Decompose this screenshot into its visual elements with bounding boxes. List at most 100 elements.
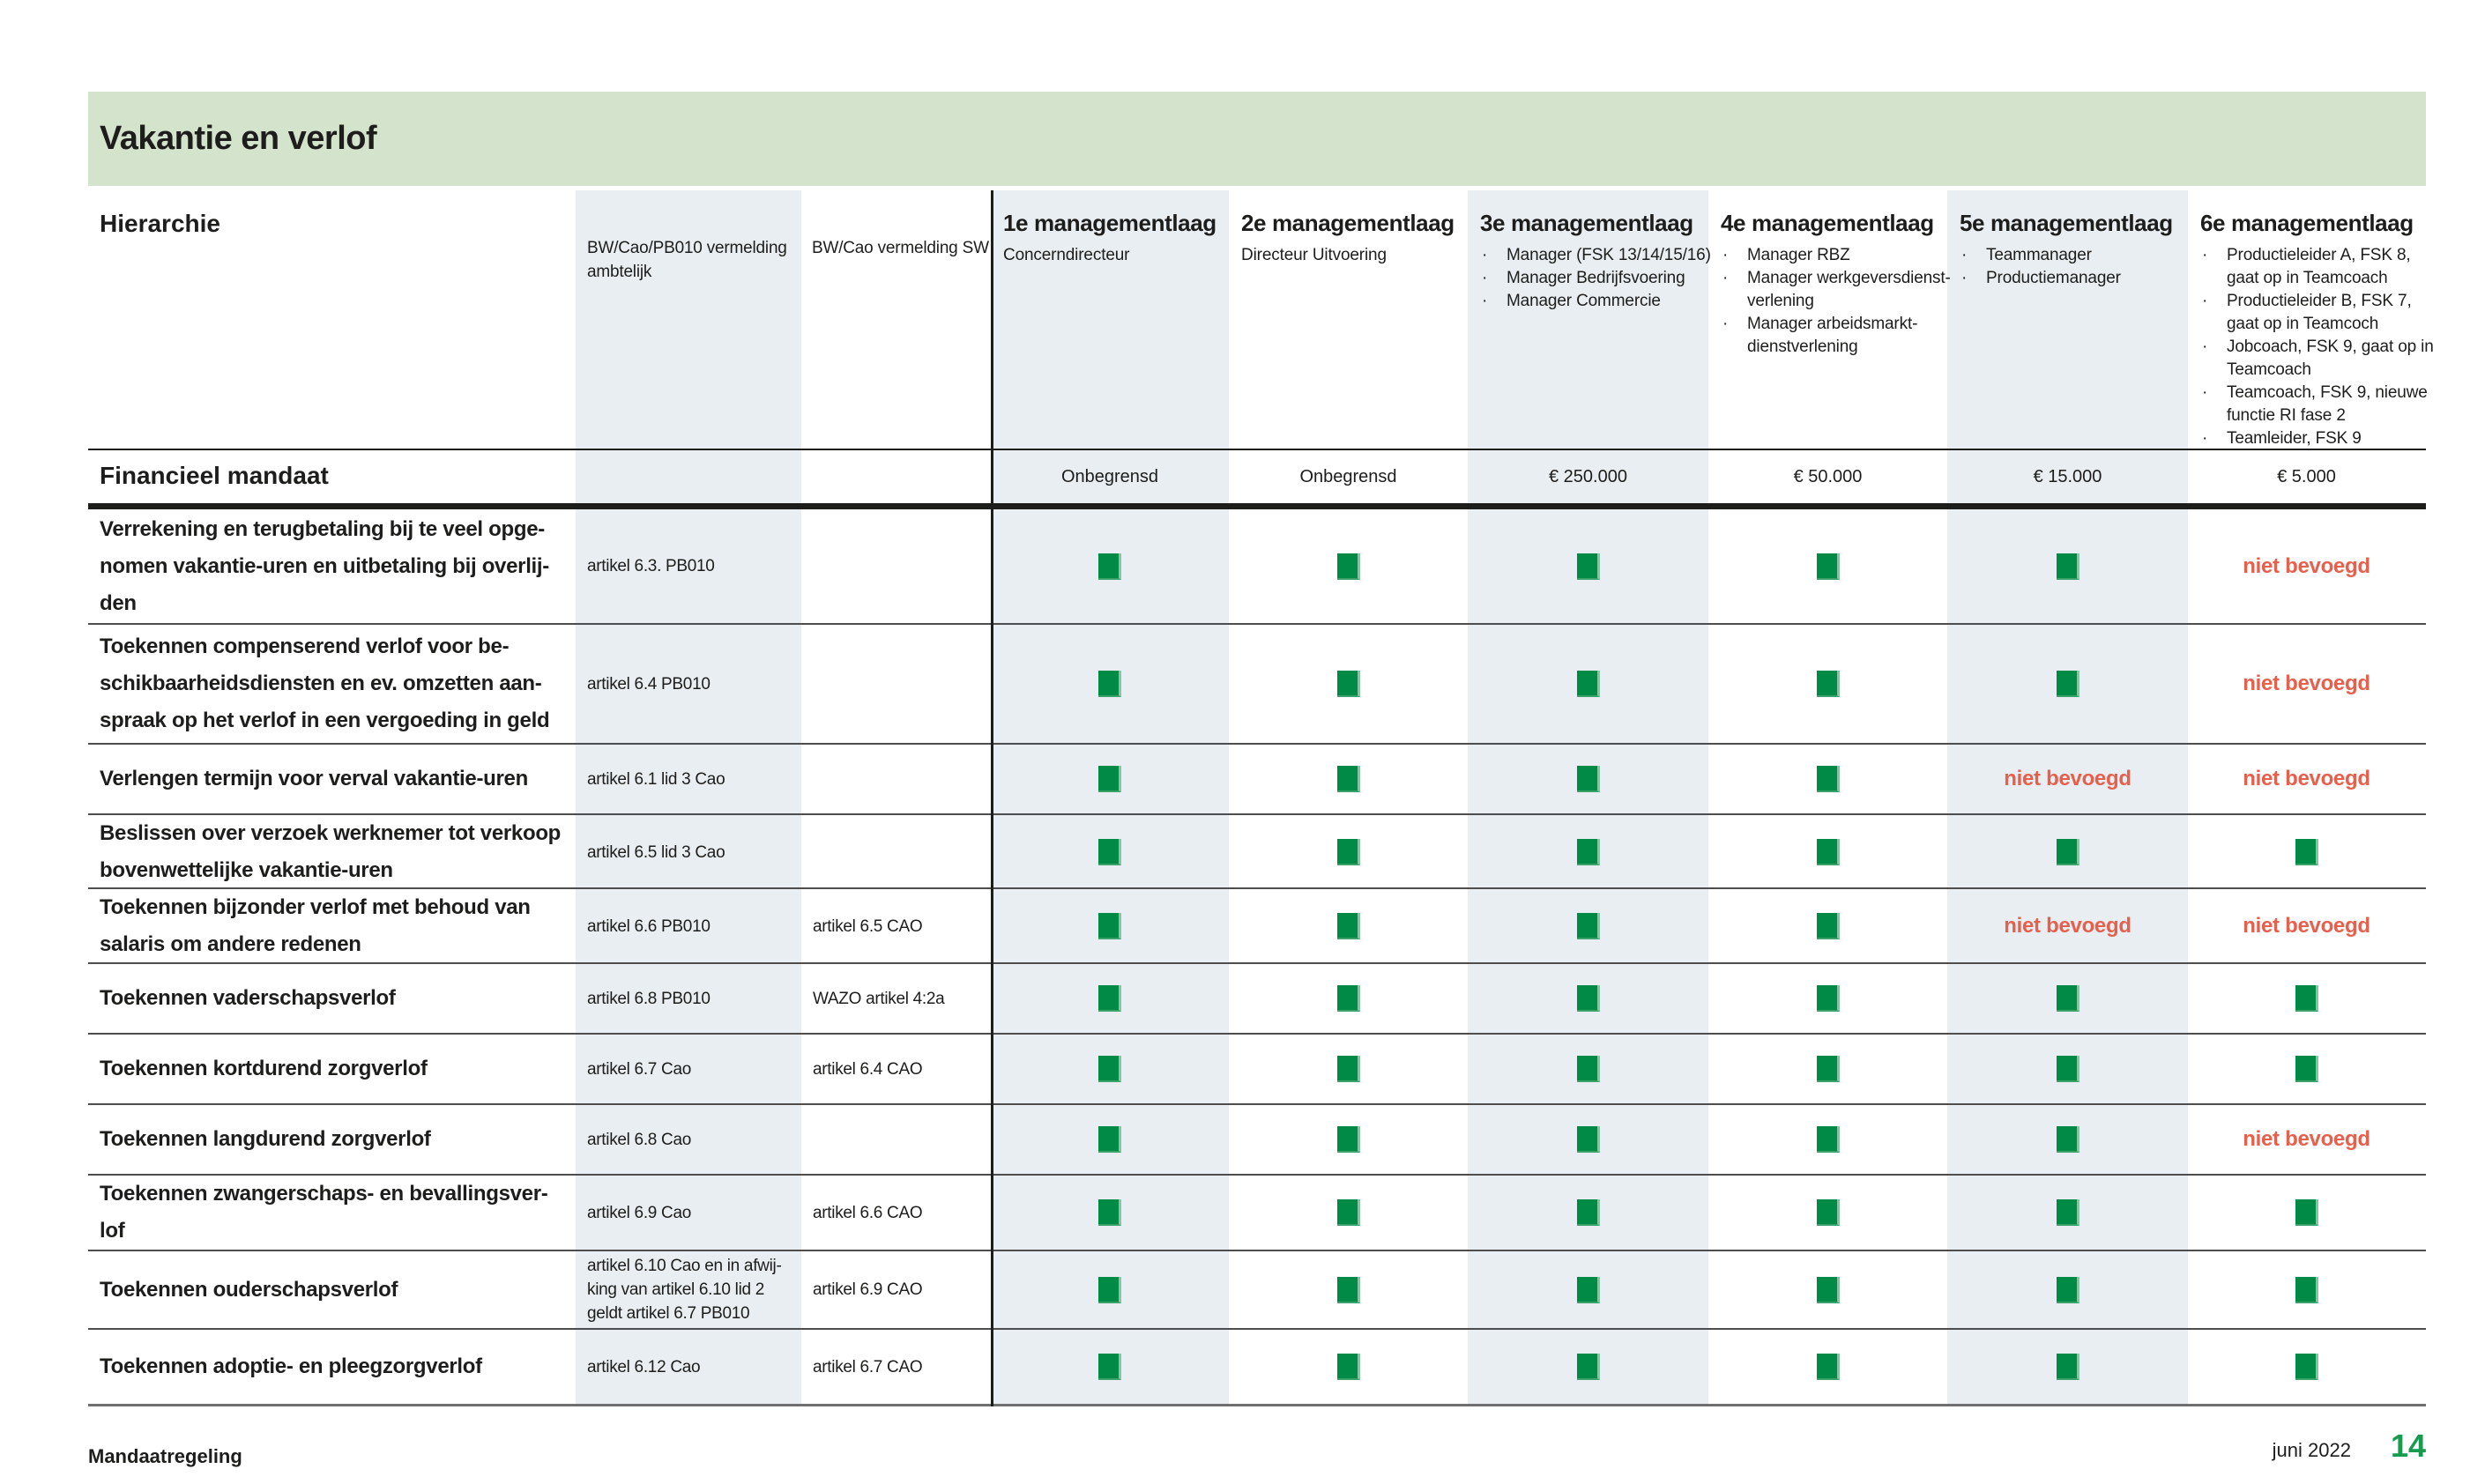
authorized-square-icon [1576, 553, 1600, 580]
permission-cell [2188, 1251, 2425, 1328]
authorized-square-icon [1336, 839, 1360, 865]
task-label: Toekennen langdurend zorgverlof [100, 1127, 431, 1151]
authorized-square-icon [1816, 766, 1840, 792]
permission-cell [991, 1176, 1229, 1250]
permission-cell [1708, 1176, 1947, 1250]
authorized-square-icon [2056, 1056, 2079, 1082]
authorized-square-icon [2056, 671, 2079, 697]
bullet-icon: · [2202, 383, 2208, 402]
permission-cell [1229, 815, 1468, 889]
permission-cell: niet bevoegd [2243, 553, 2370, 578]
role-list: Concerndirecteur [1003, 244, 1216, 267]
authorized-square-icon [1098, 985, 1121, 1012]
permission-cell [1468, 1330, 1708, 1404]
mandate-table-body: Verrekening en terugbetaling bij te veel… [88, 509, 2426, 1406]
permission-cell [1708, 625, 1947, 743]
authorized-square-icon [2056, 1126, 2079, 1153]
authorized-square-icon [2295, 1199, 2318, 1226]
authorized-square-icon [2295, 1354, 2318, 1380]
management-column-5-header: 5e managementlaag · Teammanager · Producti… [1960, 210, 2176, 290]
bullet-icon: · [1722, 269, 1729, 287]
management-column-2-header: 2e managementlaag Directeur Uitvoering [1241, 210, 1455, 267]
permission-cell [1947, 815, 2188, 889]
financial-mandate-value: € 250.000 [1549, 467, 1627, 486]
authorized-square-icon [1576, 766, 1600, 792]
management-column-title: 2e managementlaag [1241, 210, 1454, 236]
section-title: Vakantie en verlof [100, 120, 377, 157]
table-row: Verlengen termijn voor verval vakantie-u… [88, 745, 2426, 815]
financial-mandate-value: Onbegrensd [1060, 467, 1159, 486]
ambtelijk-reference: artikel 6.10 Cao en in afwij- king van a… [587, 1257, 782, 1323]
role-item: Manager (FSK 13/14/15/16) [1507, 246, 1711, 264]
task-label: Verrekening en terugbetaling bij te veel… [100, 516, 549, 615]
permission-cell [1947, 1251, 2188, 1328]
permission-cell [991, 1330, 1229, 1404]
authorized-square-icon [1336, 1199, 1360, 1226]
permission-cell [1229, 509, 1468, 623]
role-item: Teamcoach, FSK 9, nieuwe functie RI fase… [2227, 383, 2428, 425]
authorized-square-icon [2056, 1354, 2079, 1380]
permission-cell [1229, 964, 1468, 1033]
ambtelijk-reference: artikel 6.9 Cao [587, 1203, 692, 1222]
bullet-icon: · [2202, 246, 2208, 264]
permission-cell [1947, 1105, 2188, 1174]
authorized-square-icon [1576, 1056, 1600, 1082]
role-list: · Manager RBZ · Manager werkgeversdienst- … [1721, 244, 1951, 359]
authorized-square-icon [1098, 553, 1121, 580]
permission-cell: niet bevoegd [2243, 672, 2370, 695]
table-row: Beslissen over verzoek werknemer tot ver… [88, 815, 2426, 889]
authorized-square-icon [1576, 839, 1600, 865]
bullet-icon: · [2202, 292, 2208, 310]
sw-reference: artikel 6.9 CAO [813, 1280, 923, 1299]
authorized-square-icon [1098, 1354, 1121, 1380]
task-label: Toekennen kortdurend zorgverlof [100, 1057, 428, 1080]
permission-cell: niet bevoegd [2004, 767, 2131, 790]
table-row: Toekennen ouderschapsverlof artikel 6.10… [88, 1251, 2426, 1330]
role-list: · Productieleider A, FSK 8, gaat op in Te… [2200, 244, 2434, 450]
management-column-4-header: 4e managementlaag · Manager RBZ · Manager … [1721, 210, 1951, 359]
bullet-icon: · [1961, 269, 1968, 287]
financial-mandate-value: € 5.000 [2277, 467, 2336, 486]
role-item: Productieleider A, FSK 8, gaat op in Tea… [2227, 246, 2411, 287]
role-item: Concerndirecteur [1003, 246, 1130, 264]
financial-mandate-value: € 15.000 [2033, 467, 2102, 486]
permission-cell [1229, 745, 1468, 813]
role-item: Manager arbeidsmarkt- dienstverlening [1747, 315, 1918, 356]
authorized-square-icon [1336, 671, 1360, 697]
permission-cell: niet bevoegd [2243, 914, 2370, 938]
authorized-square-icon [1336, 1276, 1360, 1303]
ambtelijk-reference: artikel 6.8 PB010 [587, 989, 710, 1008]
bullet-icon: · [2202, 338, 2208, 356]
column-shading-ambtelijk [576, 190, 801, 1406]
permission-cell [991, 964, 1229, 1033]
authorized-square-icon [1098, 766, 1121, 792]
role-item: Manager werkgeversdienst- verlening [1747, 269, 1951, 310]
permission-cell [991, 509, 1229, 623]
sw-reference: artikel 6.6 CAO [813, 1203, 923, 1222]
bullet-icon: · [1482, 269, 1488, 287]
authorized-square-icon [1816, 1276, 1840, 1303]
ambtelijk-reference: artikel 6.4 PB010 [587, 674, 710, 694]
permission-cell [1468, 1105, 1708, 1174]
financial-mandate-value: € 50.000 [1793, 467, 1863, 486]
permission-cell [1229, 1176, 1468, 1250]
authorized-square-icon [1576, 671, 1600, 697]
permission-cell [1468, 625, 1708, 743]
table-row: Toekennen compenserend verlof voor be- s… [88, 625, 2426, 745]
authorized-square-icon [1576, 913, 1600, 939]
authorized-square-icon [1816, 1056, 1840, 1082]
authorized-square-icon [1816, 1126, 1840, 1153]
task-label: Toekennen ouderschapsverlof [100, 1277, 398, 1302]
table-row: Verrekening en terugbetaling bij te veel… [88, 509, 2426, 625]
ambtelijk-reference: artikel 6.12 Cao [587, 1357, 701, 1376]
permission-cell: niet bevoegd [2243, 1127, 2370, 1151]
permission-cell [1229, 1251, 1468, 1328]
permission-cell [1468, 889, 1708, 963]
permission-cell [1229, 1035, 1468, 1103]
authorized-square-icon [1098, 1199, 1121, 1226]
bullet-icon: · [1482, 246, 1488, 264]
permission-cell [2188, 815, 2425, 889]
authorized-square-icon [2295, 1276, 2318, 1303]
financial-mandate-label: Financieel mandaat [100, 462, 329, 489]
